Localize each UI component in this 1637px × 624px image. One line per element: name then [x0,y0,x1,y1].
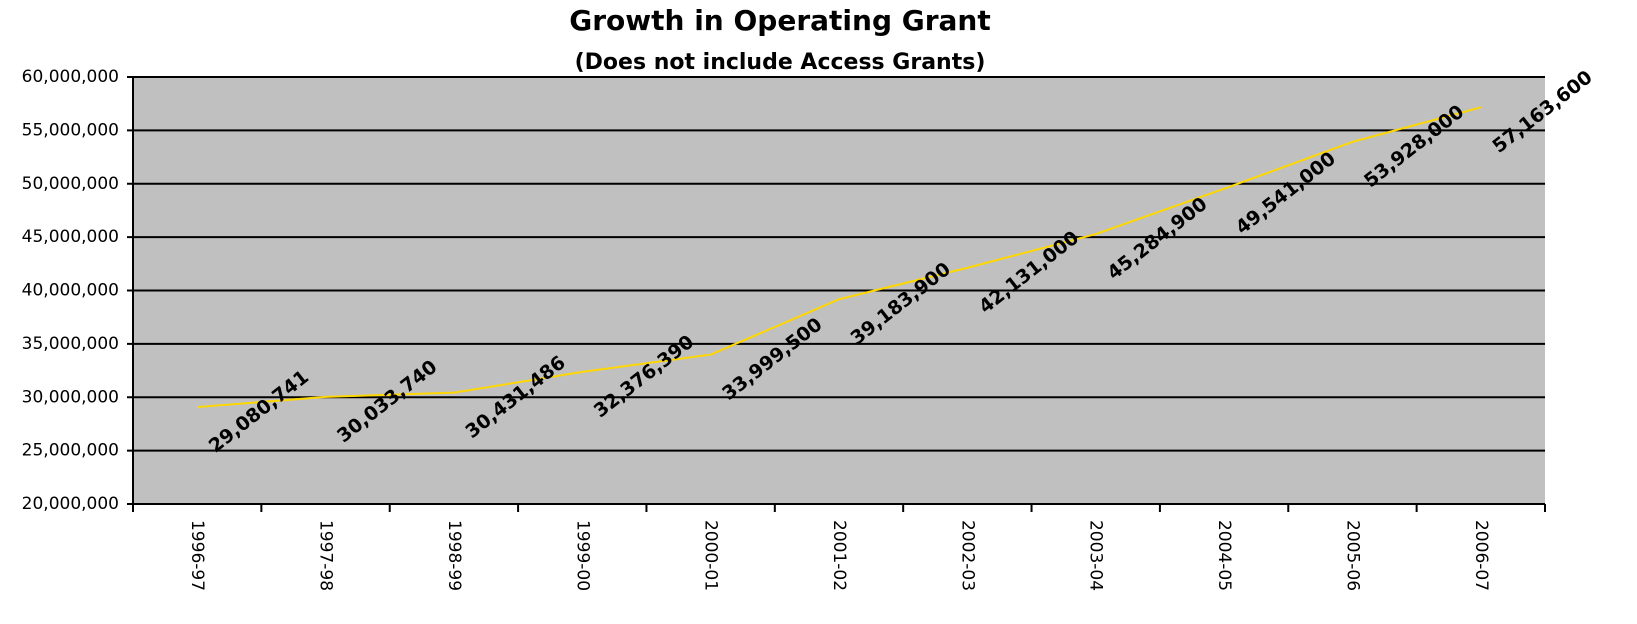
y-tick-label: 40,000,000 [22,281,119,301]
y-tick-label: 50,000,000 [22,174,119,194]
x-tick-label: 2002-03 [957,520,977,591]
x-tick-label: 2004-05 [1214,520,1234,591]
x-tick-label: 1999-00 [572,520,592,591]
x-tick-label: 2001-02 [829,520,849,591]
chart-title: Growth in Operating Grant [569,4,991,37]
x-tick-label: 1997-98 [316,520,336,591]
x-tick-label: 2003-04 [1086,520,1106,591]
x-tick-label: 2006-07 [1471,520,1491,591]
y-tick-label: 30,000,000 [22,387,119,407]
x-tick-label: 1996-97 [187,520,207,591]
x-tick-label: 2005-06 [1342,520,1362,591]
x-tick-label: 1998-99 [444,520,464,591]
y-tick-label: 35,000,000 [22,334,119,354]
y-tick-label: 55,000,000 [22,120,119,140]
y-tick-label: 45,000,000 [22,227,119,247]
x-tick-label: 2000-01 [701,520,721,591]
y-tick-label: 20,000,000 [22,494,119,514]
line [197,106,1482,409]
y-tick-label: 60,000,000 [22,67,119,87]
y-tick-label: 25,000,000 [22,441,119,461]
chart-subtitle: (Does not include Access Grants) [575,50,986,75]
